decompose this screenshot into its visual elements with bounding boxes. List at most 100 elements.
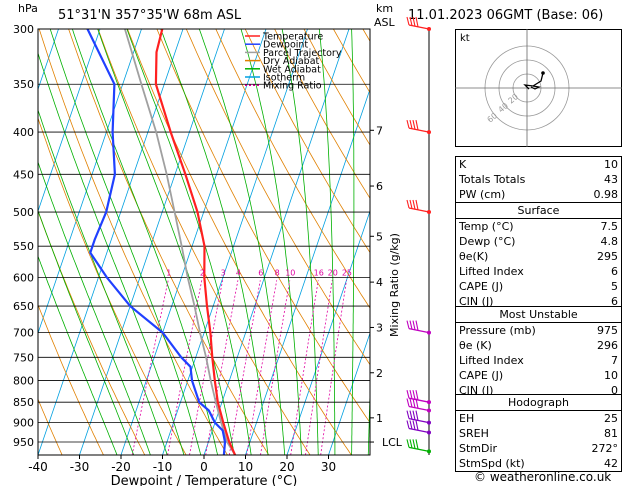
hodo-row: StmSpd (kt) 42 (459, 457, 618, 470)
dry-adiabat-line (68, 29, 270, 455)
wind-barb-feather (409, 16, 413, 26)
wind-barbs (406, 16, 431, 454)
wind-barb-shaft (408, 446, 430, 452)
wind-barb-feather (412, 410, 416, 420)
km-tick-label: 1 (376, 412, 383, 425)
wind-barb-feather (412, 390, 416, 400)
mu-row: CIN (J) 0 (459, 384, 618, 397)
wind-barb-feather (406, 119, 410, 129)
wind-barb-feather (409, 420, 413, 430)
surface-box: Surface Temp (°C) 7.5 Dewp (°C) 4.8 θe(K) 2… (455, 202, 622, 310)
wind-barb-shaft (408, 427, 430, 434)
pressure-tick-label: 650 (13, 300, 34, 313)
dry-adiabat-line (274, 29, 370, 199)
wind-barb-feather (412, 199, 416, 210)
isotherm-line (38, 29, 142, 335)
surface-row: Dewp (°C) 4.8 (459, 235, 618, 248)
wind-barb-feather (406, 320, 410, 329)
km-tick-label: 2 (376, 367, 383, 380)
wind-barb-dot (427, 420, 431, 425)
wet-adiabat-line (240, 29, 302, 455)
mu-row: CAPE (J) 10 (459, 369, 618, 382)
pressure-tick-label: 400 (13, 126, 34, 139)
hodo-row: StmDir 272° (459, 442, 618, 455)
isotherm-line (328, 331, 370, 455)
pressure-tick-label: 300 (13, 23, 34, 36)
wind-barb-feather (415, 199, 419, 210)
wind-barb-feather (406, 390, 410, 399)
legend-label: Mixing Ratio (263, 81, 322, 92)
mixing-ratio-line (131, 280, 169, 455)
mixing-ratio-label: 1 (166, 268, 171, 277)
legend-label: Parcel Trajectory (263, 48, 342, 59)
wind-barb-feather (415, 420, 419, 431)
dry-adiabat-line (38, 210, 146, 455)
wind-barb-shaft (408, 24, 430, 30)
isotherm-line (203, 29, 350, 455)
pressure-tick-label: 750 (13, 351, 34, 364)
legend-label: Temperature (262, 32, 323, 43)
hodograph-table-box: Hodograph EH 25 SREH 81 StmDir 272° StmSpd … (455, 394, 622, 472)
mixing-ratio-label: 2 (200, 268, 205, 277)
wind-barb-feather (412, 420, 416, 430)
wind-barb-feather (409, 390, 413, 399)
surface-row: Lifted Index 6 (459, 265, 618, 278)
surface-row: Temp (°C) 7.5 (459, 220, 618, 233)
wind-barb-feather (415, 398, 419, 409)
surface-row: CIN (J) 6 (459, 295, 618, 308)
dry-adiabat-line (185, 29, 370, 366)
pressure-tick-label: 800 (13, 374, 34, 387)
km-tick-label: 6 (376, 180, 383, 193)
x-tick-label: -30 (70, 460, 90, 474)
indices-box: K 10 Totals Totals 43 PW (cm) 0.98 (455, 156, 622, 203)
pressure-tick-label: 900 (13, 417, 34, 430)
wind-barb-feather (406, 439, 410, 448)
dry-adiabat-line (215, 29, 370, 309)
wind-barb-feather (406, 410, 410, 419)
km-tick-label: 5 (376, 230, 383, 243)
isotherm-line (38, 29, 101, 213)
legend-label: Dry Adiabat (263, 56, 320, 67)
dry-adiabat-line (244, 29, 370, 254)
surface-row: θe(K) 295 (459, 250, 618, 263)
mixing-ratio-label: 16 (314, 268, 324, 277)
index-row-k: K 10 (459, 158, 618, 171)
profile-lines (86, 29, 237, 455)
index-row-totals: Totals Totals 43 (459, 173, 618, 186)
mixing-ratio-label: 10 (285, 268, 295, 277)
mixing-ratio-line (260, 280, 291, 455)
wind-barb-dot (427, 449, 431, 454)
x-tick-label: 10 (238, 460, 253, 474)
pressure-tick-label: 600 (13, 271, 34, 284)
wind-barb-shaft (408, 327, 430, 334)
axes: 3003504004505005506006507007508008509009… (13, 23, 430, 486)
most-unstable-title: Most Unstable (499, 308, 578, 321)
x-tick-label: -20 (111, 460, 131, 474)
wind-barb-feather (412, 398, 416, 408)
mu-row: Lifted Index 7 (459, 354, 618, 367)
wind-barb-shaft (408, 207, 430, 213)
wind-barb-feather (412, 119, 416, 130)
datetime-label: 11.01.2023 06GMT (Base: 06) (408, 8, 604, 23)
wet-adiabat-line (38, 108, 168, 455)
pressure-tick-label: 350 (13, 78, 34, 91)
x-tick-label: -40 (28, 460, 48, 474)
wind-barb-feather (415, 119, 419, 130)
dry-adiabat-line (38, 303, 104, 455)
wind-barb-feather (406, 199, 410, 209)
x-axis-label: Dewpoint / Temperature (°C) (111, 474, 298, 486)
isotherm-line (286, 209, 370, 455)
dry-adiabat-line (38, 398, 63, 455)
wet-adiabat-line (198, 29, 286, 455)
x-tick-label: 30 (321, 460, 336, 474)
isotherm-line (120, 29, 267, 455)
pressure-tick-label: 450 (13, 168, 34, 181)
series-line (124, 29, 236, 455)
mixing-ratio-line (167, 280, 203, 455)
legend-label: Wet Adiabat (263, 64, 321, 75)
wind-barb-feather (415, 390, 419, 401)
wind-barb-dot (427, 430, 431, 435)
wind-barb-dot (427, 408, 431, 413)
wind-barb-feather (412, 320, 416, 330)
wind-barb-dot (427, 400, 431, 405)
